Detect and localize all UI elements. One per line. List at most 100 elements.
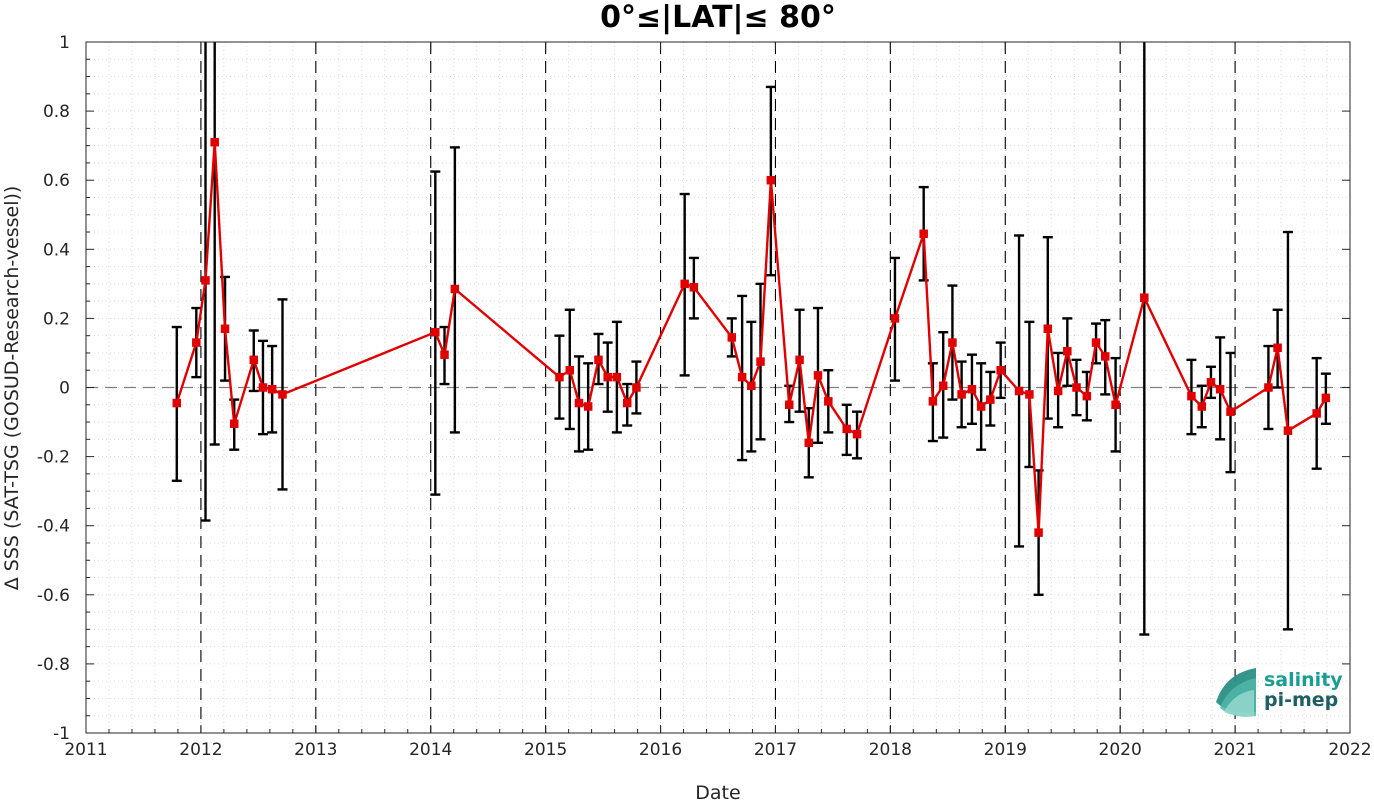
x-tick-labels: 2011 2012 2013 2014 2015 2016 2017 2018 2019 2020… bbox=[64, 740, 1371, 760]
data-point bbox=[1111, 400, 1120, 410]
x-tick-label: 2013 bbox=[294, 740, 337, 760]
data-point bbox=[928, 397, 938, 406]
logo-wave-icon bbox=[1216, 668, 1256, 717]
data-point bbox=[1264, 383, 1273, 392]
data-point bbox=[1034, 528, 1043, 537]
data-point bbox=[192, 338, 201, 347]
data-point bbox=[440, 350, 449, 359]
data-point bbox=[632, 383, 641, 392]
data-point bbox=[784, 400, 794, 410]
y-tick-label: 1 bbox=[59, 33, 70, 53]
y-tick-label: -0.4 bbox=[37, 517, 70, 537]
data-point bbox=[986, 395, 995, 404]
data-point bbox=[890, 314, 900, 323]
data-point bbox=[201, 276, 210, 285]
data-point bbox=[1197, 402, 1207, 411]
data-point bbox=[727, 333, 737, 342]
x-tick-label: 2022 bbox=[1328, 740, 1371, 760]
y-tick-label: 0.4 bbox=[43, 240, 70, 260]
y-tick-label: 0.2 bbox=[43, 309, 70, 329]
data-point bbox=[852, 429, 862, 439]
series-line bbox=[175, 141, 1327, 534]
data-point bbox=[450, 284, 460, 294]
data-point bbox=[229, 419, 239, 429]
data-point bbox=[565, 365, 575, 375]
data-point bbox=[267, 384, 277, 394]
data-point bbox=[603, 372, 612, 382]
data-point bbox=[1025, 390, 1034, 399]
x-tick-label: 2015 bbox=[524, 740, 567, 760]
data-point bbox=[804, 438, 814, 448]
data-point bbox=[1043, 324, 1053, 334]
x-tick-label: 2020 bbox=[1099, 740, 1142, 760]
data-point bbox=[1226, 407, 1235, 416]
data-point bbox=[737, 372, 747, 382]
data-point bbox=[1206, 378, 1216, 387]
y-tick-label: -0.2 bbox=[37, 448, 70, 468]
x-tick-label: 2021 bbox=[1213, 740, 1256, 760]
data-point bbox=[555, 372, 564, 382]
x-tick-label: 2012 bbox=[179, 740, 222, 760]
data-point bbox=[948, 338, 957, 347]
data-point bbox=[680, 279, 689, 289]
data-point bbox=[1215, 384, 1225, 394]
x-tick-label: 2018 bbox=[869, 740, 912, 760]
data-point bbox=[919, 229, 928, 239]
data-point bbox=[747, 381, 756, 391]
data-point bbox=[1321, 393, 1331, 403]
y-tick-label: -0.8 bbox=[37, 655, 70, 675]
data-point bbox=[795, 355, 804, 365]
y-tick-label: -0.6 bbox=[37, 586, 70, 606]
x-tick-label: 2016 bbox=[639, 740, 682, 760]
data-point bbox=[1063, 346, 1072, 356]
data-point bbox=[1091, 338, 1101, 347]
data-point bbox=[622, 398, 632, 408]
data-point bbox=[594, 355, 603, 365]
data-point bbox=[1082, 391, 1092, 401]
data-point bbox=[938, 381, 948, 391]
data-point bbox=[842, 424, 851, 434]
data-point bbox=[1053, 386, 1063, 396]
logo-text-pi-mep: pi-mep bbox=[1264, 689, 1338, 711]
data-point bbox=[172, 398, 182, 408]
data-point bbox=[1283, 426, 1293, 435]
x-tick-label: 2017 bbox=[754, 740, 797, 760]
data-point bbox=[967, 384, 977, 394]
data-point bbox=[258, 383, 268, 392]
data-point bbox=[756, 357, 765, 366]
data-point bbox=[431, 327, 440, 337]
data-point bbox=[824, 397, 833, 406]
y-tick-label: 0 bbox=[59, 379, 70, 399]
logo-text-salinity: salinity bbox=[1264, 669, 1343, 691]
data-point bbox=[249, 355, 259, 365]
axis-ticks bbox=[85, 41, 1351, 734]
x-tick-label: 2011 bbox=[64, 740, 107, 760]
data-point bbox=[1072, 383, 1081, 392]
y-tick-label: 0.8 bbox=[43, 102, 70, 122]
data-point bbox=[210, 137, 219, 147]
x-axis-label: Date bbox=[695, 782, 740, 801]
chart-title: 0°≤|LAT|≤ 80° bbox=[600, 0, 836, 35]
minor-grid bbox=[86, 42, 1350, 733]
y-tick-labels: -1 -0.8 -0.6 -0.4 -0.2 0 0.2 0.4 0.6 0.8 1 bbox=[37, 33, 70, 744]
data-point bbox=[689, 283, 699, 292]
data-point bbox=[1100, 352, 1110, 361]
data-point bbox=[957, 390, 966, 399]
year-boundary-lines bbox=[200, 42, 1236, 733]
error-bar bbox=[209, 42, 220, 446]
data-point bbox=[574, 398, 584, 408]
data-point bbox=[976, 402, 986, 411]
data-point bbox=[996, 365, 1005, 375]
y-axis-label: Δ SSS (SAT-TSG (GOSUD-Research-vessel)) bbox=[1, 186, 23, 591]
salinity-pi-mep-logo: salinity pi-mep bbox=[1216, 668, 1343, 717]
data-point bbox=[612, 372, 622, 382]
y-tick-label: -1 bbox=[53, 724, 70, 744]
x-tick-label: 2019 bbox=[984, 740, 1027, 760]
data-markers bbox=[172, 137, 1331, 537]
data-point bbox=[583, 402, 593, 411]
x-tick-label: 2014 bbox=[409, 740, 452, 760]
data-point bbox=[1273, 343, 1282, 353]
data-point bbox=[766, 175, 776, 185]
data-point bbox=[220, 324, 230, 334]
